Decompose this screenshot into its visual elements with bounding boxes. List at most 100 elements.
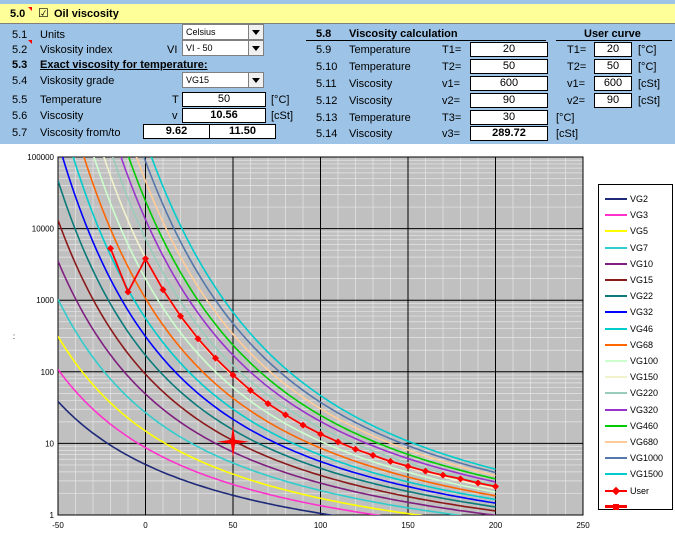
- calc-label: Viscosity: [349, 78, 393, 90]
- user-t1-input[interactable]: 20: [594, 42, 632, 57]
- legend-item: VG22: [599, 288, 674, 304]
- calc-v1-input[interactable]: 600: [470, 76, 548, 91]
- calc-label: Temperature: [349, 61, 411, 73]
- legend-item: VG460: [599, 418, 674, 434]
- legend-label: VG15: [630, 275, 654, 285]
- legend-item: VG7: [599, 240, 674, 256]
- row-number: 5.6: [12, 110, 28, 122]
- user-point: [212, 354, 219, 362]
- legend-line: [605, 473, 627, 476]
- legend-label: VG320: [630, 404, 659, 415]
- chevron-down-icon[interactable]: [248, 73, 263, 87]
- calc-v2-input[interactable]: 90: [470, 93, 548, 108]
- legend-item: VG5: [599, 223, 674, 239]
- legend-item: VG2: [599, 191, 674, 207]
- legend-item: VG46: [599, 321, 674, 337]
- calc-title-underline: [306, 40, 546, 41]
- chevron-down-icon[interactable]: [248, 41, 263, 55]
- user-symbol: v1=: [567, 78, 586, 90]
- series-vg46: [72, 157, 496, 501]
- user-curve-title: User curve: [584, 28, 641, 40]
- calc-v3-result: 289.72: [470, 126, 548, 141]
- legend-label: VG680: [630, 437, 659, 447]
- legend-item: VG320: [599, 402, 674, 418]
- exact-viscosity-heading: Exact viscosity for temperature:: [40, 59, 208, 71]
- top-strip: [0, 0, 675, 4]
- x-tick-label: -50: [52, 521, 64, 530]
- x-tick-label: 250: [576, 521, 590, 530]
- legend-item: VG15: [599, 272, 674, 288]
- legend-line: [605, 198, 627, 200]
- units-select[interactable]: Celsius: [182, 24, 264, 40]
- temperature-label: Temperature: [40, 94, 102, 106]
- user-v2-input[interactable]: 90: [594, 93, 632, 108]
- calc-t3-input[interactable]: 30: [470, 110, 548, 125]
- row-number: 5.12: [316, 95, 338, 107]
- user-t2-input[interactable]: 50: [594, 59, 632, 74]
- series-vg32: [61, 157, 496, 504]
- chevron-down-icon[interactable]: [248, 25, 263, 39]
- legend-line: [605, 457, 627, 460]
- user-symbol: T2=: [567, 61, 587, 73]
- legend-item: VG1000: [599, 450, 674, 466]
- viscosity-chart: -50 0 50 100 150 200 250 1 10 100 1000 10000 100000:…: [0, 145, 675, 542]
- visible-checkbox[interactable]: ☑: [38, 6, 49, 20]
- legend-label: VG460: [630, 420, 659, 431]
- row-number: 5.2: [12, 44, 28, 56]
- series-vg320: [120, 157, 496, 483]
- legend-item: VG1500: [599, 466, 674, 482]
- calc-t2-input[interactable]: 50: [470, 59, 548, 74]
- viscosity-to: 11.50: [209, 124, 276, 139]
- calc-t1-input[interactable]: 20: [470, 42, 548, 57]
- calc-label: Viscosity: [349, 128, 393, 140]
- user-symbol: v2=: [567, 95, 586, 107]
- user-symbol: T1=: [567, 44, 587, 56]
- row-number: 5.8: [316, 28, 332, 40]
- vi-select-value: VI - 50: [186, 43, 213, 53]
- y-tick-label: 100: [41, 368, 55, 377]
- user-point: [194, 335, 202, 343]
- user-point: [299, 421, 307, 429]
- legend-label: VG7: [630, 242, 649, 253]
- row-number: 5.7: [12, 127, 28, 139]
- legend-label: VG2: [630, 194, 649, 204]
- legend-item: VG10: [599, 256, 674, 272]
- row-number: 5.11: [316, 78, 337, 90]
- y-tick-label: 10000: [32, 225, 55, 234]
- legend-label: VG10: [630, 258, 654, 269]
- x-tick-label: 200: [489, 521, 503, 530]
- chart-legend: VG2 VG3 VG5 VG7 VG10 VG15 VG22 VG32 VG46 VG68 VG10…: [598, 184, 673, 510]
- x-tick-label: 100: [314, 521, 328, 530]
- calc-symbol: T3=: [442, 112, 462, 124]
- user-point: [142, 255, 149, 263]
- legend-label: User: [630, 485, 650, 496]
- user-point: [457, 475, 464, 483]
- units-select-value: Celsius: [186, 27, 216, 37]
- temperature-symbol: T: [172, 94, 179, 106]
- user-point: [439, 471, 447, 479]
- x-tick-label: 150: [401, 521, 415, 530]
- grade-select[interactable]: VG15: [182, 72, 264, 88]
- vi-select[interactable]: VI - 50: [182, 40, 264, 56]
- x-tick-label: 50: [229, 521, 238, 530]
- row-number: 5.3: [12, 59, 28, 71]
- legend-item: VG32: [599, 304, 674, 320]
- user-v1-input[interactable]: 600: [594, 76, 632, 91]
- calc-symbol: v3=: [442, 128, 461, 140]
- calc-symbol: v1=: [442, 78, 461, 90]
- comment-marker: [28, 40, 32, 44]
- calc-label: Viscosity: [349, 95, 393, 107]
- legend-line: [605, 230, 627, 233]
- user-point: [159, 286, 167, 294]
- legend-item: VG100: [599, 353, 674, 369]
- user-point: [387, 457, 394, 465]
- user-point: [474, 479, 482, 487]
- legend-label: VG150: [630, 372, 659, 383]
- legend-line: [605, 376, 627, 379]
- temperature-input[interactable]: 50: [182, 92, 266, 107]
- legend-marker: [611, 486, 621, 495]
- series-vg15: [58, 219, 496, 512]
- vi-symbol: VI: [167, 44, 178, 56]
- legend-label: VG5: [630, 226, 649, 237]
